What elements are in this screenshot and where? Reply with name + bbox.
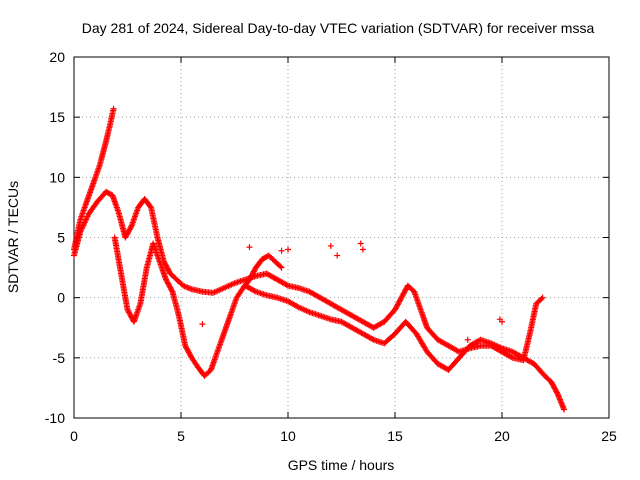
data-point [199,321,206,328]
data-point [553,389,560,396]
y-tick-label: -10 [45,410,65,426]
data-point [499,318,505,325]
data-point [251,287,258,294]
data-point [539,294,546,301]
x-tick-label: 15 [387,428,403,444]
y-tick-label: 20 [49,49,65,65]
data-point [110,105,117,112]
data-point [508,354,515,361]
data-point [334,252,341,259]
data-point [278,247,285,254]
x-tick-label: 20 [494,428,510,444]
y-tick-label: -5 [53,350,66,366]
data-point [538,295,545,302]
grid-lines [74,57,609,418]
data-point [283,281,290,288]
y-axis-label: SDTVAR / TECUs [5,181,21,293]
data-point [561,406,568,413]
y-tick-label: 15 [49,109,65,125]
data-point [327,242,334,249]
x-tick-label: 5 [177,428,185,444]
data-points [71,105,568,413]
data-point [277,263,284,270]
x-tick-label: 25 [601,428,617,444]
data-point [357,240,364,247]
y-tick-label: 5 [57,230,65,246]
x-tick-label: 0 [70,428,78,444]
data-point [147,203,154,210]
data-point [285,246,291,253]
chart-title: Day 281 of 2024, Sidereal Day-to-day VTE… [82,20,595,36]
y-tick-label: 10 [49,169,65,185]
data-point [359,246,366,253]
y-tick-labels: -10 -5 0 5 10 15 20 [45,49,65,426]
data-point [464,336,471,343]
data-point [128,223,135,230]
x-tick-label: 10 [280,428,296,444]
y-tick-label: 0 [57,290,65,306]
x-axis-label: GPS time / hours [288,457,395,473]
tick-marks [73,56,610,419]
x-tick-labels: 0 5 10 15 20 25 [70,428,617,444]
data-point [278,264,285,271]
data-point [168,287,175,294]
data-point [246,244,253,251]
data-point [369,336,376,343]
